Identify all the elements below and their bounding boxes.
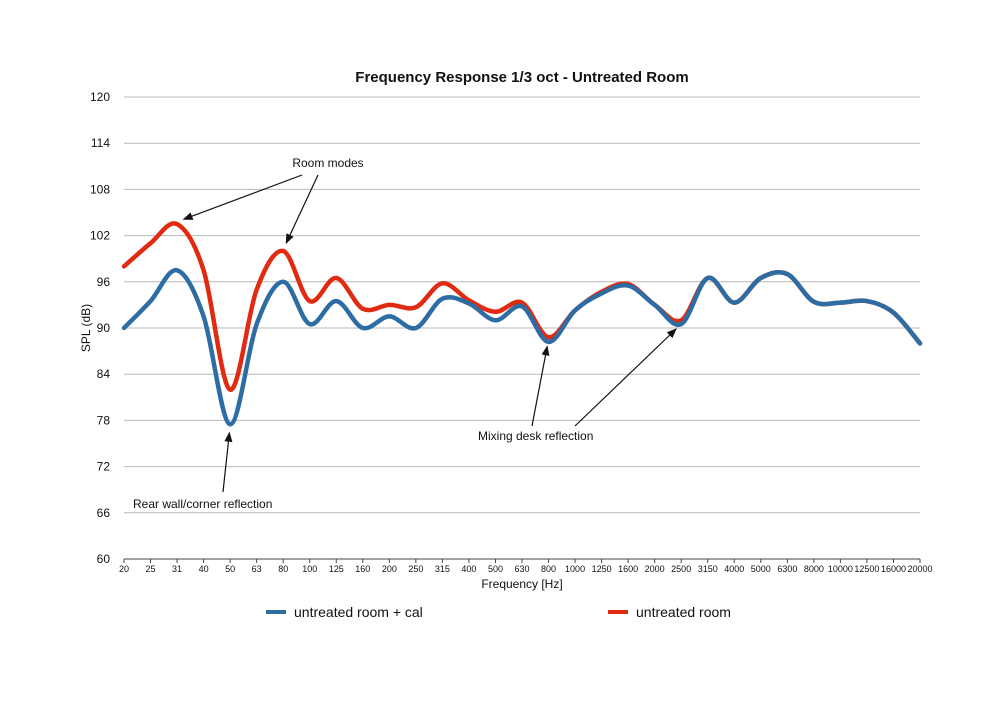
annotation-label-1: Room modes <box>292 156 363 170</box>
x-tick-label-20000: 20000 <box>907 564 932 574</box>
annotation-arrow-1-1 <box>182 174 303 220</box>
x-tick-label-630: 630 <box>514 564 529 574</box>
x-tick-label-80: 80 <box>278 564 288 574</box>
x-tick-label-10000: 10000 <box>828 564 853 574</box>
y-tick-label-102: 102 <box>90 229 110 243</box>
y-tick-label-66: 66 <box>97 506 111 520</box>
legend-label-untreated: untreated room <box>636 604 731 620</box>
x-axis-label: Frequency [Hz] <box>481 577 562 591</box>
legend: untreated room + cal untreated room <box>266 604 731 620</box>
x-tick-label-500: 500 <box>488 564 503 574</box>
x-tick-label-315: 315 <box>435 564 450 574</box>
annotation-label-3: Mixing desk reflection <box>478 429 593 443</box>
x-tick-label-25: 25 <box>146 564 156 574</box>
annotation-arrow-2-1 <box>222 431 233 493</box>
x-tick-label-5000: 5000 <box>751 564 771 574</box>
x-tick-label-63: 63 <box>252 564 262 574</box>
x-axis-ticks: 20 25 31 40 50 63 80 100 125 160 200 250 315 400 500 63… <box>119 559 933 574</box>
x-tick-label-4000: 4000 <box>724 564 744 574</box>
x-tick-label-1000: 1000 <box>565 564 585 574</box>
x-tick-label-31: 31 <box>172 564 182 574</box>
x-tick-label-1250: 1250 <box>592 564 612 574</box>
y-tick-label-84: 84 <box>97 367 111 381</box>
annotation-arrow-1-2 <box>285 174 319 245</box>
x-tick-label-250: 250 <box>408 564 423 574</box>
y-tick-label-90: 90 <box>97 321 111 335</box>
y-axis-label: SPL (dB) <box>79 304 93 352</box>
chart-title: Frequency Response 1/3 oct - Untreated R… <box>355 69 688 86</box>
x-tick-label-125: 125 <box>329 564 344 574</box>
annotations: Room modes Rear wall/corner reflection Mix… <box>133 156 677 511</box>
x-tick-label-1600: 1600 <box>618 564 638 574</box>
x-tick-label-20: 20 <box>119 564 129 574</box>
x-tick-label-40: 40 <box>199 564 209 574</box>
x-tick-label-200: 200 <box>382 564 397 574</box>
y-tick-label-114: 114 <box>91 136 110 150</box>
x-tick-label-800: 800 <box>541 564 556 574</box>
y-tick-label-96: 96 <box>97 275 111 289</box>
y-tick-label-78: 78 <box>97 413 111 427</box>
series-line-cal <box>121 268 923 427</box>
x-tick-label-2000: 2000 <box>645 564 665 574</box>
x-tick-label-12500: 12500 <box>854 564 879 574</box>
y-tick-label-120: 120 <box>90 90 110 104</box>
annotation-arrow-3-2 <box>574 328 677 427</box>
x-tick-label-160: 160 <box>355 564 370 574</box>
x-tick-label-50: 50 <box>225 564 235 574</box>
y-axis-ticks: 60 66 72 78 84 90 96 102 108 114 120 <box>90 90 110 566</box>
series-lines <box>121 221 923 427</box>
x-tick-label-2500: 2500 <box>671 564 691 574</box>
x-tick-label-16000: 16000 <box>881 564 906 574</box>
x-tick-label-400: 400 <box>461 564 476 574</box>
x-tick-label-8000: 8000 <box>804 564 824 574</box>
grid-lines <box>124 96 920 560</box>
annotation-label-2: Rear wall/corner reflection <box>133 497 272 511</box>
x-tick-label-3150: 3150 <box>698 564 718 574</box>
x-tick-label-100: 100 <box>302 564 317 574</box>
annotation-arrow-3-1 <box>531 345 550 427</box>
x-tick-label-6300: 6300 <box>777 564 797 574</box>
y-tick-label-60: 60 <box>97 552 111 566</box>
y-tick-label-72: 72 <box>97 460 111 474</box>
y-tick-label-108: 108 <box>90 182 110 196</box>
legend-label-cal: untreated room + cal <box>294 604 423 620</box>
